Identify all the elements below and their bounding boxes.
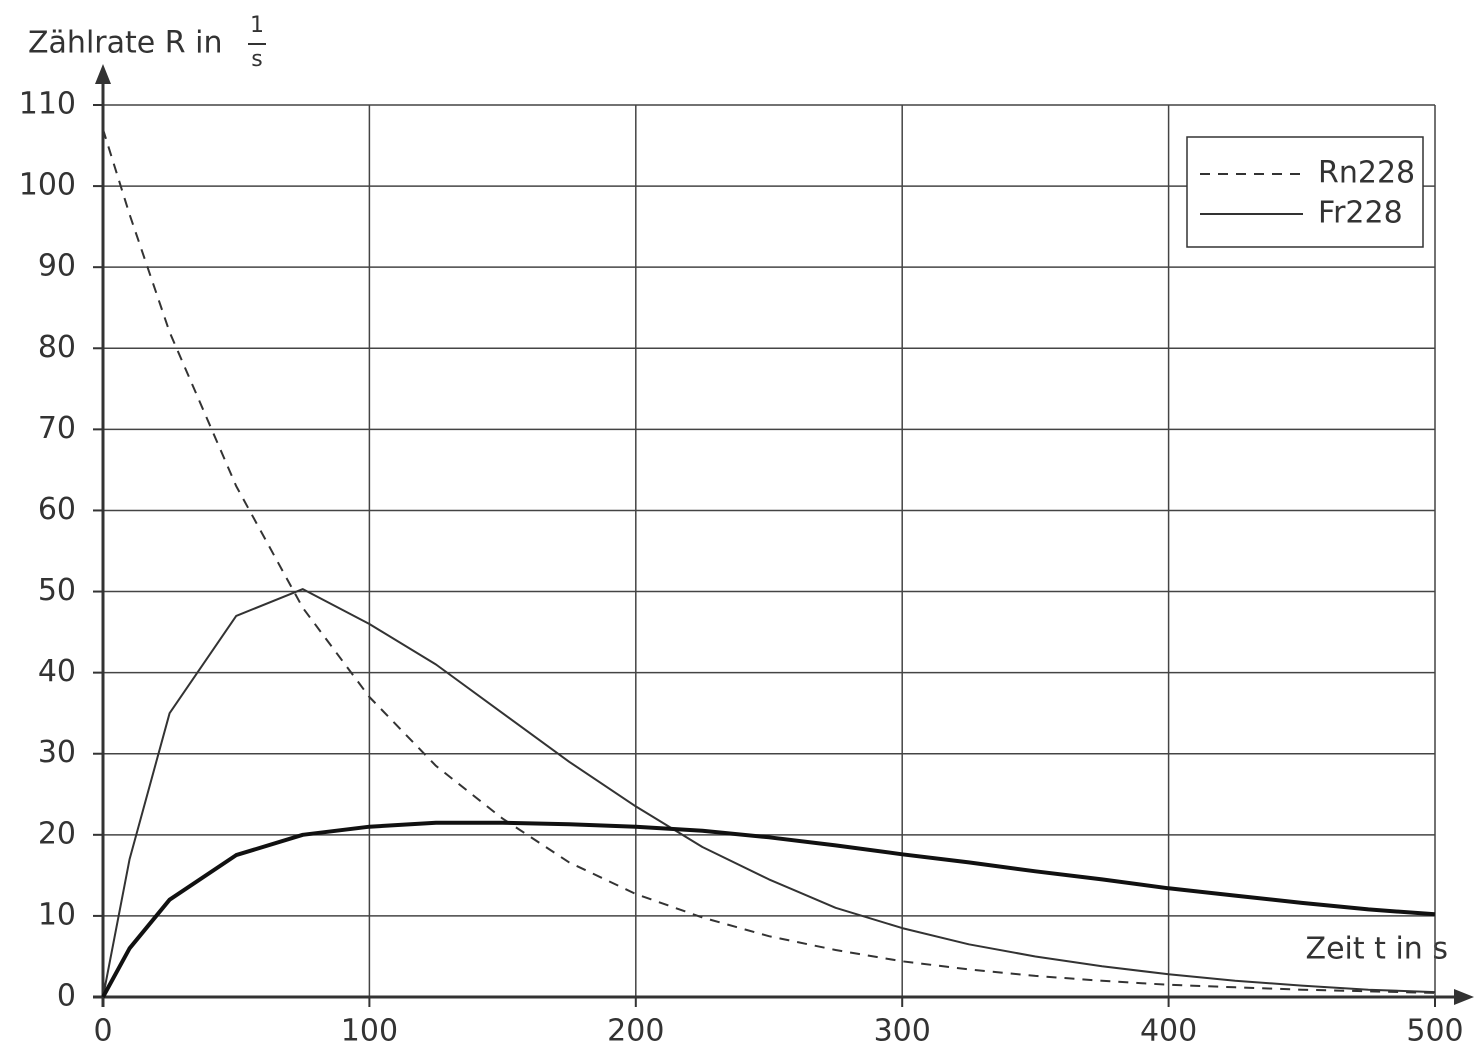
y-tick-label: 50 — [38, 573, 76, 608]
x-tick-label: 100 — [341, 1014, 398, 1049]
y-tick-label: 90 — [38, 249, 76, 284]
y-unit-denominator: s — [251, 47, 262, 72]
y-tick-label: 100 — [19, 168, 76, 203]
legend-label: Rn228 — [1318, 156, 1415, 191]
y-unit-numerator: 1 — [250, 13, 264, 38]
y-tick-label: 30 — [38, 735, 76, 770]
y-tick-label: 70 — [38, 411, 76, 446]
y-tick-label: 40 — [38, 654, 76, 689]
y-tick-label: 110 — [19, 87, 76, 122]
series-line — [102, 129, 1436, 994]
legend-label: Fr228 — [1318, 196, 1403, 231]
y-tick-label: 80 — [38, 330, 76, 365]
y-tick-label: 60 — [38, 492, 76, 527]
y-tick-label: 0 — [57, 979, 76, 1014]
x-tick-label: 300 — [874, 1014, 931, 1049]
x-axis-arrow — [1454, 989, 1474, 1005]
x-tick-label: 400 — [1140, 1014, 1197, 1049]
y-tick-label: 10 — [38, 897, 76, 932]
series-line — [102, 588, 1436, 998]
x-tick-label: 0 — [93, 1014, 112, 1049]
x-tick-label: 200 — [607, 1014, 664, 1049]
legend-box — [1186, 136, 1424, 248]
y-axis-arrow — [95, 64, 111, 84]
y-tick-label: 20 — [38, 816, 76, 851]
x-tick-label: 500 — [1406, 1014, 1463, 1049]
series-line — [101, 820, 1436, 998]
y-axis-label: Zählrate R in — [28, 26, 223, 61]
x-axis-label: Zeit t in s — [1306, 932, 1448, 967]
